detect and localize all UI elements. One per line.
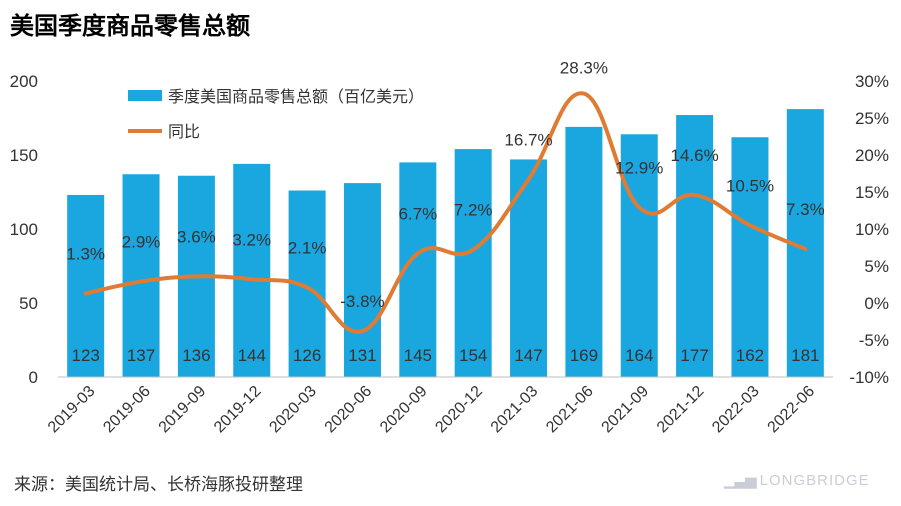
bar xyxy=(343,183,381,377)
brand-watermark: ▁▃▅ LONGBRIDGE xyxy=(724,471,870,489)
brand-logo-icon: ▁▃▅ xyxy=(724,472,757,489)
line-value-label: 1.3% xyxy=(66,244,105,263)
y-left-tick-label: 100 xyxy=(10,220,38,239)
bar xyxy=(731,137,769,377)
bar-value-label: 181 xyxy=(791,346,819,365)
y-left-tick-label: 200 xyxy=(10,72,38,91)
line-value-label: 2.1% xyxy=(288,238,327,257)
y-right-tick-label: 25% xyxy=(855,109,889,128)
y-right-tick-label: 0% xyxy=(864,294,889,313)
y-right-tick-label: 20% xyxy=(855,146,889,165)
x-tick-label: 2019-09 xyxy=(156,383,210,437)
bar-value-label: 147 xyxy=(514,346,542,365)
bar-value-label: 131 xyxy=(348,346,376,365)
y-left-tick-label: 0 xyxy=(29,368,38,387)
bar-value-label: 169 xyxy=(570,346,598,365)
line-label-group: 1.3% 2.9% 3.6% 3.2% 2.1% -3.8% 6.7% 7.2% 16.7% 28… xyxy=(66,59,824,312)
line-value-label: 14.6% xyxy=(671,146,719,165)
legend: 季度美国商品零售总额（百亿美元） 同比 xyxy=(128,87,424,141)
yoy-line xyxy=(83,91,808,334)
y-right-tick-label: 15% xyxy=(855,183,889,202)
legend-label-line: 同比 xyxy=(168,122,200,141)
bar-value-label: 144 xyxy=(238,346,266,365)
x-tick-label: 2020-09 xyxy=(377,383,431,437)
x-tick-label: 2020-03 xyxy=(266,383,320,437)
y-right-tick-label: 30% xyxy=(855,72,889,91)
source-note: 来源：美国统计局、长桥海豚投研整理 xyxy=(14,475,303,495)
legend-label-bar: 季度美国商品零售总额（百亿美元） xyxy=(168,87,424,106)
legend-swatch-bar xyxy=(128,90,162,101)
x-tick-label: 2020-12 xyxy=(432,383,486,437)
x-tick-label: 2019-06 xyxy=(100,383,154,437)
bar xyxy=(122,174,160,377)
bar xyxy=(565,126,603,377)
brand-text: LONGBRIDGE xyxy=(759,472,870,489)
line-value-label: 7.2% xyxy=(454,201,493,220)
bar-value-label: 177 xyxy=(680,346,708,365)
x-tick-label: 2021-03 xyxy=(488,383,542,437)
x-tick-label: 2019-12 xyxy=(211,383,265,437)
line-layer xyxy=(83,91,808,334)
line-value-label: 16.7% xyxy=(504,130,552,149)
bar-value-label: 154 xyxy=(459,346,487,365)
bar-value-label: 162 xyxy=(736,346,764,365)
bar-value-label: 136 xyxy=(182,346,210,365)
bar-value-label: 123 xyxy=(71,346,99,365)
bar-value-label: 137 xyxy=(127,346,155,365)
y-right-tick-label: -10% xyxy=(849,368,889,387)
bar-label-group: 123 137 136 144 126 131 145 154 147 169 164 177 162 1… xyxy=(71,346,819,365)
x-tick-label: 2021-06 xyxy=(543,383,597,437)
bar xyxy=(454,149,492,377)
bar xyxy=(510,159,548,377)
line-value-label: 10.5% xyxy=(726,176,774,195)
bar xyxy=(676,115,714,377)
y-left-tick-label: 150 xyxy=(10,146,38,165)
x-tick-label: 2022-03 xyxy=(709,383,763,437)
bar-value-label: 164 xyxy=(625,346,653,365)
y-right-tick-label: 5% xyxy=(864,257,889,276)
line-value-label: 12.9% xyxy=(615,159,663,178)
bar-value-label: 145 xyxy=(404,346,432,365)
bar xyxy=(67,194,105,377)
y-right-tick-label: -5% xyxy=(859,331,889,350)
bar xyxy=(233,163,271,377)
bar-value-label: 126 xyxy=(293,346,321,365)
x-tick-label: 2022-06 xyxy=(765,383,819,437)
line-value-label: 6.7% xyxy=(398,204,437,223)
x-tick-label: 2021-09 xyxy=(599,383,653,437)
line-value-label: 7.3% xyxy=(786,200,825,219)
x-tick-label: 2019-03 xyxy=(45,383,99,437)
line-value-label: 2.9% xyxy=(122,233,161,252)
chart-title: 美国季度商品零售总额 xyxy=(10,12,250,40)
y-left-tick-label: 50 xyxy=(19,294,38,313)
y-right-tick-label: 10% xyxy=(855,220,889,239)
x-tick-label: 2020-06 xyxy=(322,383,376,437)
bar-group xyxy=(67,109,824,378)
line-value-label: 28.3% xyxy=(560,59,608,78)
line-value-label: -3.8% xyxy=(340,292,384,311)
x-tick-label: 2021-12 xyxy=(654,383,708,437)
bar xyxy=(620,134,658,377)
line-value-label: 3.6% xyxy=(177,227,216,246)
line-value-label: 3.2% xyxy=(232,230,271,249)
